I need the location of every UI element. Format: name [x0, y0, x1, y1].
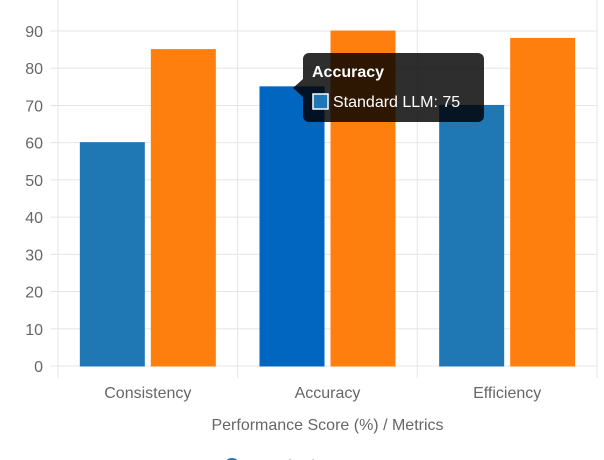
tooltip-layer: Accuracy Standard LLM: 75 [293, 53, 484, 122]
y-tick-label: 60 [25, 136, 43, 153]
tooltip-color-swatch [312, 93, 329, 110]
y-tick-label: 40 [25, 210, 43, 227]
tooltip: Accuracy Standard LLM: 75 [293, 53, 484, 122]
tooltip-title: Accuracy [312, 64, 384, 81]
x-tick-label: Accuracy [295, 385, 361, 402]
y-tick-label: 80 [25, 61, 43, 78]
bar-consistency-series-1[interactable] [150, 49, 216, 367]
y-tick-label: 20 [25, 285, 43, 302]
y-tick-label: 10 [25, 322, 43, 339]
labels-layer: 0 10 20 30 40 50 60 70 80 90 Consistency Accuracy Ef… [25, 24, 541, 434]
legend-label-standard-llm: Standard LLM [250, 458, 351, 460]
x-tick-label: Consistency [104, 385, 191, 402]
y-tick-label: 0 [34, 359, 43, 376]
y-tick-label: 30 [25, 247, 43, 264]
bar-accuracy-series-0[interactable] [259, 86, 325, 367]
y-tick-label: 50 [25, 173, 43, 190]
bar-efficiency-series-1[interactable] [510, 37, 576, 367]
x-axis-title: Performance Score (%) / Metrics [211, 417, 443, 434]
y-tick-label: 90 [25, 24, 43, 41]
bars-layer [79, 30, 576, 367]
y-tick-label: 70 [25, 98, 43, 115]
tooltip-label: Standard LLM: 75 [333, 94, 460, 111]
x-tick-label: Efficiency [473, 385, 541, 402]
bar-consistency-series-0[interactable] [79, 142, 145, 367]
tooltip-caret [293, 79, 303, 97]
tooltip-box [303, 53, 484, 122]
bar-efficiency-series-0[interactable] [439, 104, 505, 367]
